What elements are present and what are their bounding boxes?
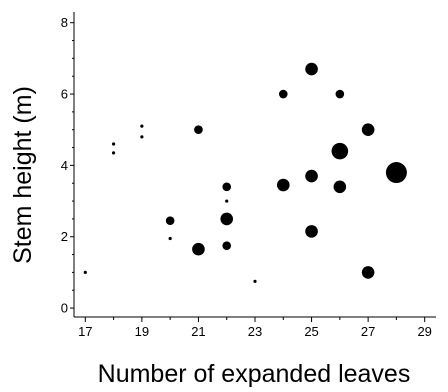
data-point	[305, 62, 318, 76]
data-point	[111, 142, 116, 146]
data-point	[333, 180, 347, 194]
y-tick-label: 4	[61, 158, 68, 173]
data-point	[165, 216, 175, 225]
data-point	[220, 212, 234, 226]
data-point	[361, 266, 375, 279]
axes	[73, 12, 436, 318]
x-axis-title: Number of expanded leaves	[98, 360, 411, 388]
y-tick-label: 6	[61, 87, 68, 102]
data-point	[305, 225, 318, 238]
y-tick-label: 8	[61, 15, 68, 30]
data-point	[168, 236, 172, 241]
data-point	[194, 125, 203, 135]
y-tick-label: 0	[61, 301, 68, 316]
y-axis-title: Stem height (m)	[9, 86, 37, 264]
data-point	[111, 151, 116, 155]
data-point	[253, 279, 257, 283]
data-point	[192, 242, 205, 256]
x-tick-label: 23	[248, 324, 262, 339]
x-tick-label: 25	[304, 324, 318, 339]
data-point	[335, 89, 345, 99]
x-axis-ticks: 17 19 21 23 25 27 29	[78, 317, 432, 339]
data-point	[140, 124, 144, 128]
data-point	[278, 89, 288, 99]
data-point	[305, 169, 318, 183]
data-point	[361, 123, 375, 137]
data-point	[83, 270, 87, 275]
x-tick-label: 27	[361, 324, 375, 339]
data-points	[83, 62, 407, 283]
data-point	[276, 178, 290, 192]
data-point	[331, 142, 349, 160]
data-point	[140, 135, 144, 139]
x-tick-label: 21	[191, 324, 205, 339]
x-tick-label: 29	[417, 324, 431, 339]
y-axis-ticks: 0 2 4 6 8	[61, 15, 74, 316]
data-point	[225, 199, 229, 203]
data-point	[222, 182, 232, 192]
y-tick-label: 2	[61, 229, 68, 244]
x-tick-label: 19	[135, 324, 149, 339]
x-tick-label: 17	[78, 324, 92, 339]
data-point	[385, 162, 407, 184]
data-point	[222, 241, 232, 250]
